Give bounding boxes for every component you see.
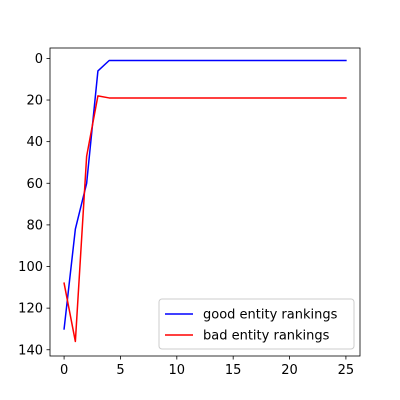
legend-box xyxy=(158,298,355,350)
y-tick-label: 40 xyxy=(26,135,43,150)
x-tick-label: 20 xyxy=(281,363,298,378)
legend-label: bad entity rankings xyxy=(203,329,330,344)
x-tick-label: 0 xyxy=(60,363,68,378)
x-tick-label: 15 xyxy=(225,363,242,378)
axes-frame xyxy=(49,47,361,357)
y-tick-label: 80 xyxy=(26,218,43,233)
y-tick-label: 60 xyxy=(26,177,43,192)
plot-area xyxy=(63,59,347,343)
y-tick-label: 140 xyxy=(18,343,43,358)
series-line-good xyxy=(63,59,347,330)
legend-label: good entity rankings xyxy=(203,308,338,323)
x-tick-label: 5 xyxy=(116,363,124,378)
y-tick-label: 100 xyxy=(18,260,43,275)
y-tick-label: 120 xyxy=(18,302,43,317)
y-tick-label: 0 xyxy=(35,52,43,67)
legend: good entity rankings bad entity rankings xyxy=(158,298,355,350)
x-tick-label: 25 xyxy=(338,363,355,378)
x-tick-label: 10 xyxy=(169,363,186,378)
axes: 0 5 10 15 20 25 0 20 40 60 80 100 120 140 xyxy=(18,47,361,378)
y-tick-label: 20 xyxy=(26,94,43,109)
series-line-bad xyxy=(63,95,347,343)
